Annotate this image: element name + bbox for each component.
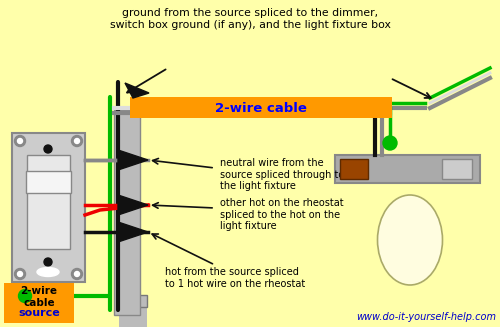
Polygon shape <box>118 195 148 215</box>
Polygon shape <box>118 150 148 170</box>
Text: www.do-it-yourself-help.com: www.do-it-yourself-help.com <box>356 312 496 322</box>
Bar <box>114 110 140 315</box>
Circle shape <box>18 139 22 144</box>
Circle shape <box>14 135 26 146</box>
Bar <box>335 155 480 183</box>
Ellipse shape <box>37 267 59 277</box>
Circle shape <box>14 268 26 280</box>
Polygon shape <box>125 83 149 98</box>
Text: neutral wire from the
source spliced through to
the light fixture: neutral wire from the source spliced thr… <box>220 158 344 191</box>
Circle shape <box>74 139 80 144</box>
Bar <box>119 295 147 307</box>
Text: hot from the source spliced
to 1 hot wire on the rheostat: hot from the source spliced to 1 hot wir… <box>165 267 305 289</box>
Text: other hot on the rheostat
spliced to the hot on the
light fixture: other hot on the rheostat spliced to the… <box>220 198 344 231</box>
Text: source: source <box>18 308 60 318</box>
Bar <box>442 159 472 179</box>
Bar <box>340 159 368 179</box>
Text: ground from the source spliced to the dimmer,
switch box ground (if any), and th: ground from the source spliced to the di… <box>110 8 390 30</box>
Circle shape <box>72 135 83 146</box>
Bar <box>26 171 71 193</box>
Circle shape <box>72 268 83 280</box>
Text: 2-wire cable: 2-wire cable <box>215 101 307 114</box>
Circle shape <box>74 271 80 277</box>
Bar <box>130 97 392 118</box>
Circle shape <box>18 289 32 302</box>
Bar <box>12 133 85 282</box>
Text: 2-wire
cable: 2-wire cable <box>20 286 58 308</box>
Circle shape <box>18 271 22 277</box>
Bar <box>27 155 70 249</box>
Polygon shape <box>118 222 148 242</box>
Circle shape <box>383 136 397 150</box>
Circle shape <box>44 145 52 153</box>
Bar <box>119 295 147 327</box>
FancyBboxPatch shape <box>4 283 74 323</box>
Ellipse shape <box>378 195 442 285</box>
Circle shape <box>44 258 52 266</box>
